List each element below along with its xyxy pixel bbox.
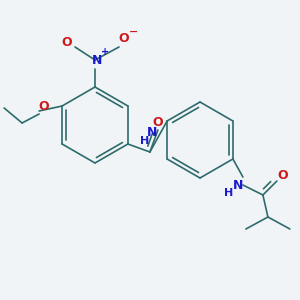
- Text: O: O: [119, 32, 129, 46]
- Text: N: N: [92, 53, 102, 67]
- Text: N: N: [233, 178, 243, 191]
- Text: H: H: [140, 136, 149, 146]
- Text: O: O: [278, 169, 288, 182]
- Text: O: O: [62, 35, 72, 49]
- Text: N: N: [147, 126, 158, 139]
- Text: −: −: [129, 27, 139, 37]
- Text: H: H: [224, 188, 233, 198]
- Text: O: O: [39, 100, 50, 112]
- Text: O: O: [153, 116, 163, 128]
- Text: +: +: [101, 47, 109, 57]
